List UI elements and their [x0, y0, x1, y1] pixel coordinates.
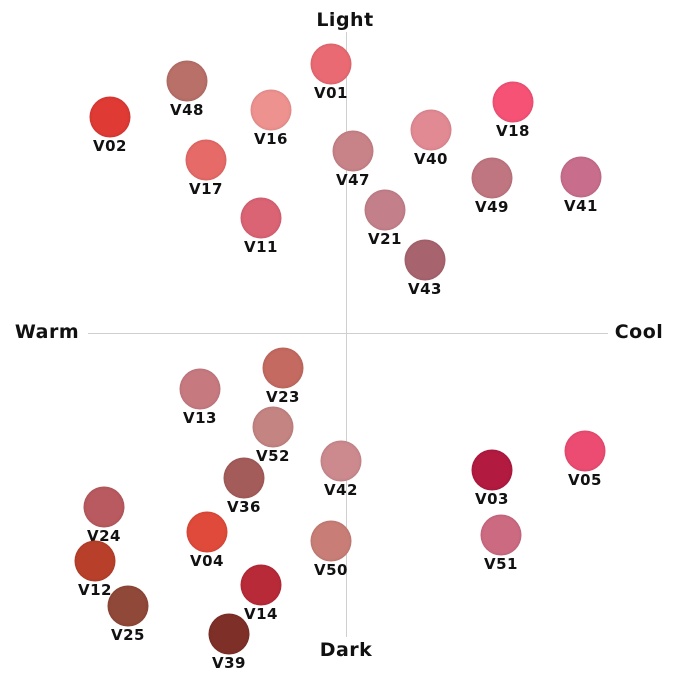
swatch-v39: [208, 613, 250, 655]
swatch-v42: [320, 440, 362, 482]
swatch-label: V41: [564, 197, 598, 215]
swatch-v18: [492, 81, 534, 123]
swatch-label: V18: [496, 122, 530, 140]
swatch-label: V47: [336, 171, 370, 189]
swatch-v13: [179, 368, 221, 410]
swatch-label: V02: [93, 137, 127, 155]
warm-cool-axis: [88, 333, 608, 334]
swatch-v51: [480, 514, 522, 556]
swatch-v23: [262, 347, 304, 389]
swatch-v05: [564, 430, 606, 472]
axis-label-cool: Cool: [614, 321, 664, 343]
swatch-label: V50: [314, 561, 348, 579]
swatch-v17: [185, 139, 227, 181]
swatch-v49: [471, 157, 513, 199]
swatch-label: V03: [475, 490, 509, 508]
swatch-v11: [240, 197, 282, 239]
swatch-v14: [240, 564, 282, 606]
swatch-v40: [410, 109, 452, 151]
swatch-v24: [83, 486, 125, 528]
swatch-v04: [186, 511, 228, 553]
swatch-v50: [310, 520, 352, 562]
swatch-label: V17: [189, 180, 223, 198]
swatch-label: V04: [190, 552, 224, 570]
swatch-v47: [332, 130, 374, 172]
swatch-label: V42: [324, 481, 358, 499]
swatch-label: V14: [244, 605, 278, 623]
swatch-v03: [471, 449, 513, 491]
axis-label-dark: Dark: [319, 639, 373, 661]
swatch-label: V13: [183, 409, 217, 427]
swatch-label: V49: [475, 198, 509, 216]
swatch-v36: [223, 457, 265, 499]
swatch-label: V25: [111, 626, 145, 644]
swatch-label: V12: [78, 581, 112, 599]
swatch-v41: [560, 156, 602, 198]
axis-label-light: Light: [316, 9, 374, 31]
swatch-label: V01: [314, 84, 348, 102]
swatch-label: V16: [254, 130, 288, 148]
swatch-label: V48: [170, 101, 204, 119]
swatch-label: V11: [244, 238, 278, 256]
swatch-label: V05: [568, 471, 602, 489]
swatch-label: V23: [266, 388, 300, 406]
swatch-v52: [252, 406, 294, 448]
swatch-label: V52: [256, 447, 290, 465]
swatch-label: V39: [212, 654, 246, 672]
swatch-label: V51: [484, 555, 518, 573]
swatch-label: V36: [227, 498, 261, 516]
swatch-label: V40: [414, 150, 448, 168]
swatch-v43: [404, 239, 446, 281]
swatch-v21: [364, 189, 406, 231]
swatch-label: V21: [368, 230, 402, 248]
swatch-v25: [107, 585, 149, 627]
axis-label-warm: Warm: [14, 321, 80, 343]
swatch-v12: [74, 540, 116, 582]
light-dark-axis: [346, 32, 347, 637]
swatch-v01: [310, 43, 352, 85]
swatch-label: V43: [408, 280, 442, 298]
swatch-v16: [250, 89, 292, 131]
swatch-v48: [166, 60, 208, 102]
swatch-v02: [89, 96, 131, 138]
